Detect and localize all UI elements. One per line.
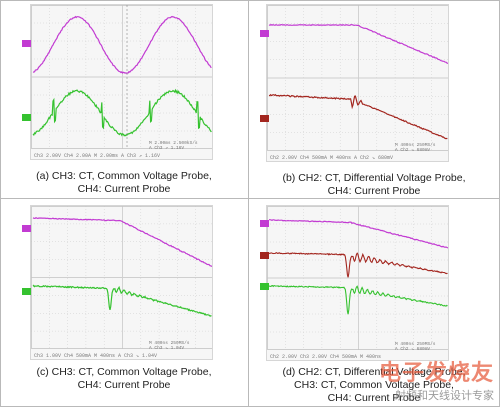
caption-line: (a) CH3: CT, Common Voltage Probe,	[4, 170, 244, 183]
caption-a: (a) CH3: CT, Common Voltage Probe, CH4: …	[4, 170, 244, 196]
scope-status-d: Ch2 2.00V Ch3 2.00V Ch4 500mA M 400ns	[270, 354, 381, 360]
channel-marker-c2	[22, 288, 31, 295]
scope-status-b: Ch2 2.00V Ch4 500mA M 400ns A Ch2 ↘ 680m…	[270, 155, 393, 161]
scope-screen-c: Ch3 1.00V Ch4 500mA M 400ns A Ch3 ↘ 1.04…	[30, 205, 213, 360]
channel-marker-b1	[260, 30, 269, 37]
caption-line: CH4: Current Probe	[4, 183, 244, 196]
channel-marker-b2	[260, 115, 269, 122]
channel-marker-d3	[260, 283, 269, 290]
scope-readout-a: M 2.00ms 2.500kS/s A Ch3 ↗ 1.16V	[149, 141, 198, 151]
channel-marker-a2	[22, 114, 31, 121]
channel-marker-d2	[260, 252, 269, 259]
horizontal-divider	[0, 198, 500, 199]
watermark-logo: 电子发烧友	[379, 355, 494, 387]
readout-line: A Ch3 ↘ 1.04V	[149, 346, 190, 351]
caption-line: CH4: Current Probe	[254, 185, 494, 198]
scope-graph-a	[31, 5, 213, 160]
scope-graph-c	[31, 206, 213, 360]
caption-line: CH4: Current Probe	[4, 379, 244, 392]
channel-marker-c1	[22, 225, 31, 232]
scope-graph-d	[267, 206, 449, 361]
caption-b: (b) CH2: CT, Differential Voltage Probe,…	[254, 172, 494, 198]
channel-marker-a1	[22, 40, 31, 47]
scope-graph-b	[267, 5, 449, 162]
readout-line: A Ch2 ↘ 680mV	[395, 347, 436, 352]
scope-status-c: Ch3 1.00V Ch4 500mA M 400ns A Ch3 ↘ 1.04…	[34, 353, 157, 359]
scope-screen-b: Ch2 2.00V Ch4 500mA M 400ns A Ch2 ↘ 680m…	[266, 4, 449, 162]
caption-line: (b) CH2: CT, Differential Voltage Probe,	[254, 172, 494, 185]
scope-readout-d: M 400ns 250MS/s A Ch2 ↘ 680mV	[395, 342, 436, 352]
caption-line: (c) CH3: CT, Common Voltage Probe,	[4, 366, 244, 379]
scope-readout-b: M 400ns 250MS/s A Ch2 ↘ 680mV	[395, 143, 436, 153]
channel-marker-d1	[260, 220, 269, 227]
readout-line: A Ch3 ↗ 1.16V	[149, 146, 198, 151]
scope-readout-c: M 400ns 250MS/s A Ch3 ↘ 1.04V	[149, 341, 190, 351]
scope-status-a: Ch3 2.00V Ch4 2.00A M 2.00ms A Ch3 ↗ 1.1…	[34, 153, 160, 159]
scope-screen-a: Ch3 2.00V Ch4 2.00A M 2.00ms A Ch3 ↗ 1.1…	[30, 4, 213, 160]
watermark-tagline: 射频和天线设计专家	[395, 387, 494, 403]
scope-screen-d: Ch2 2.00V Ch3 2.00V Ch4 500mA M 400ns M …	[266, 205, 449, 361]
readout-line: A Ch2 ↘ 680mV	[395, 148, 436, 153]
vertical-divider	[248, 0, 249, 407]
caption-c: (c) CH3: CT, Common Voltage Probe, CH4: …	[4, 366, 244, 392]
